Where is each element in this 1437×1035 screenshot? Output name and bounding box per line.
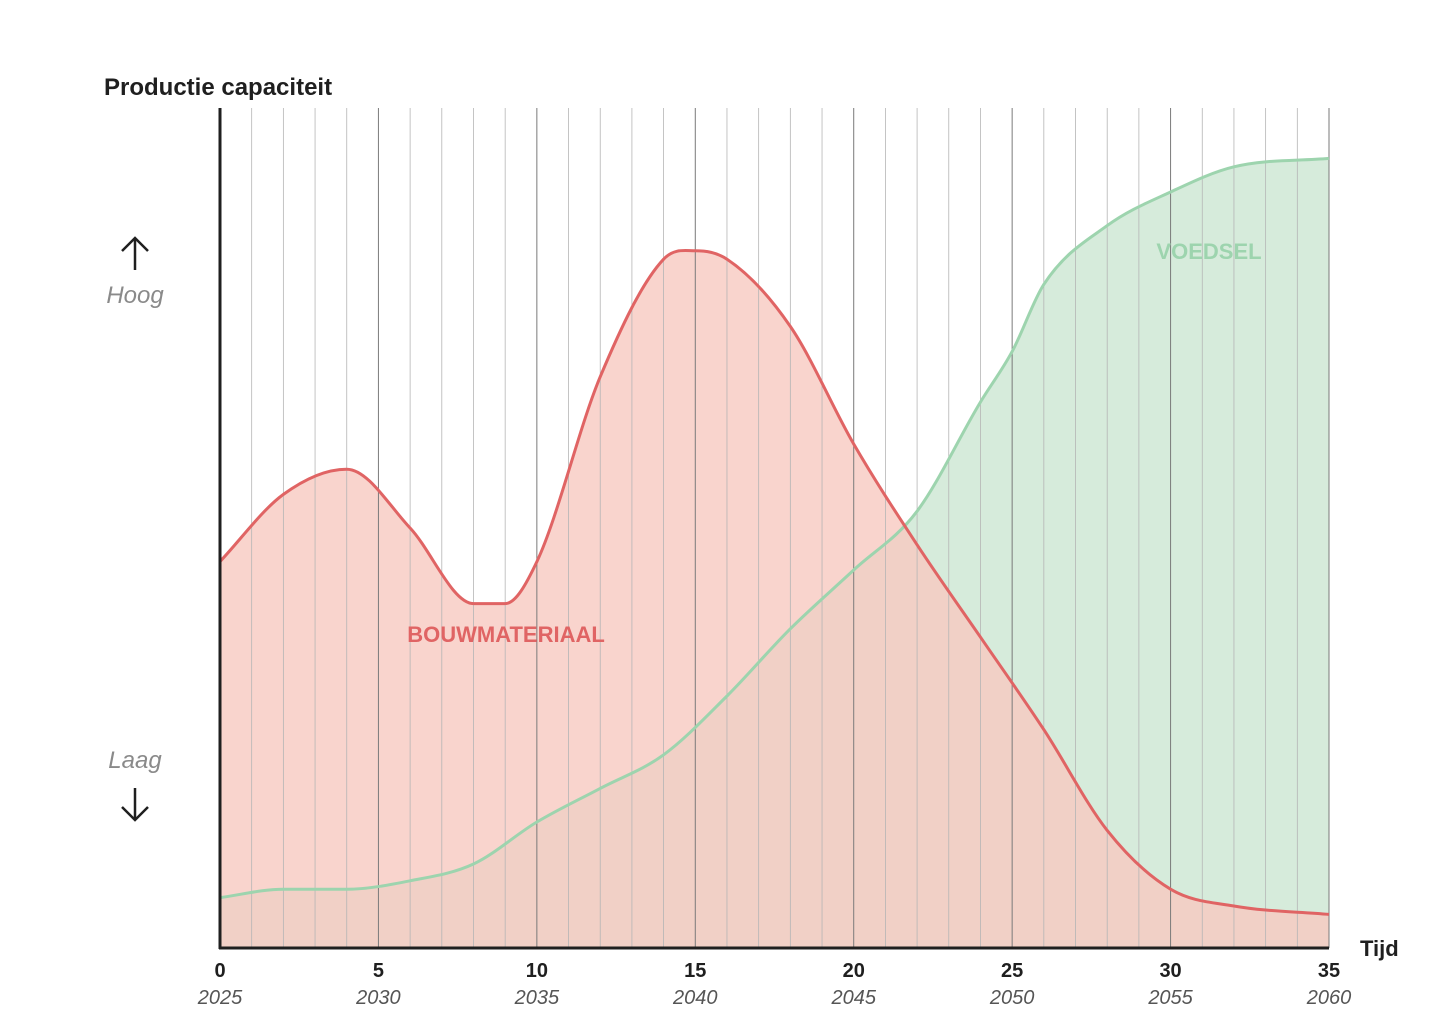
y-level-high-label: Hoog [106,282,164,309]
x-tick-year: 2030 [355,987,401,1009]
series-fills [220,158,1329,948]
x-tick-year: 2040 [672,987,718,1009]
arrow-down-icon [121,788,149,822]
series-label-voedsel: VOEDSEL [1156,239,1261,264]
x-axis-ticks: 0 2025 5 2030 10 2035 15 2040 20 2045 25 2050 30 2055… [197,960,1352,1009]
x-tick-label: 35 [1318,960,1340,982]
series-line-voedsel [219,156,1330,900]
x-tick-year: 2055 [1147,987,1193,1009]
x-tick-label: 0 [214,960,225,982]
x-tick-label: 10 [526,960,548,982]
series-area-bouwmateriaal [220,250,1329,948]
x-tick-year: 2025 [197,987,243,1009]
x-tick-label: 25 [1001,960,1023,982]
x-tick-year: 2050 [989,987,1035,1009]
x-axis-title: Tijd [1360,936,1399,961]
x-tick-label: 20 [843,960,865,982]
y-level-low-label: Laag [108,747,162,774]
x-tick-year: 2060 [1306,987,1352,1009]
x-tick-year: 2045 [830,987,876,1009]
x-tick-label: 15 [684,960,706,982]
x-tick-label: 5 [373,960,384,982]
y-axis-title: Productie capaciteit [104,74,332,101]
x-tick-year: 2035 [514,987,560,1009]
series-label-bouwmateriaal: BOUWMATERIAAL [407,622,605,647]
series-lines [218,156,1330,916]
x-tick-label: 30 [1159,960,1181,982]
vertical-grid [251,108,1330,948]
arrow-up-icon [121,236,149,270]
series-line-bouwmateriaal [218,249,1330,916]
